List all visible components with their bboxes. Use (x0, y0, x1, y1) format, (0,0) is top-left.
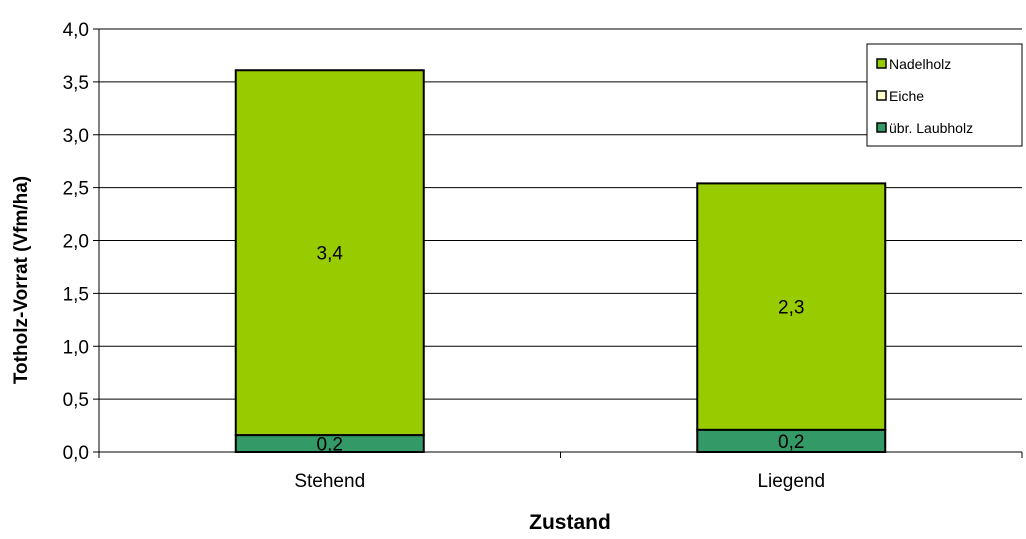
bar-segment (696, 182, 887, 431)
y-tick-label: 1,0 (63, 337, 89, 358)
data-label: 2,3 (778, 298, 804, 319)
legend-label: Nadelholz (889, 56, 951, 72)
bar-segment (234, 69, 425, 437)
legend-swatch (876, 122, 887, 133)
legend: Nadelholz Eiche übr. Laubholz (866, 43, 1023, 147)
y-tick-label: 2,5 (63, 179, 89, 200)
y-tick-label: 4,0 (63, 20, 89, 41)
legend-box (866, 43, 1023, 147)
y-tick-label: 3,0 (63, 126, 89, 147)
x-tick-label: Liegend (757, 471, 825, 492)
data-label: 0,2 (317, 435, 343, 456)
legend-swatch (876, 90, 887, 101)
legend-swatch (876, 58, 887, 69)
legend-label: übr. Laubholz (889, 120, 973, 136)
legend-label: Eiche (889, 88, 924, 104)
bars (234, 69, 887, 454)
y-tick-label: 2,0 (63, 232, 89, 253)
y-tick-label: 0,5 (63, 390, 89, 411)
y-tick-label: 3,5 (63, 73, 89, 94)
data-label: 0,2 (778, 432, 804, 453)
axes: 0,0 0,5 1,0 1,5 2,0 2,5 3,0 3,5 4,0 Stehend Liegen… (63, 20, 1023, 492)
y-tick-label: 1,5 (63, 284, 89, 305)
x-axis-title: Zustand (529, 511, 611, 534)
y-tick-label: 0,0 (63, 443, 89, 464)
y-axis-title: Totholz-Vorrat (Vfm/ha) (11, 176, 32, 384)
x-tick-label: Stehend (294, 471, 365, 492)
data-labels: 0,2 3,4 0,2 2,3 (317, 244, 805, 456)
data-label: 3,4 (317, 244, 344, 265)
